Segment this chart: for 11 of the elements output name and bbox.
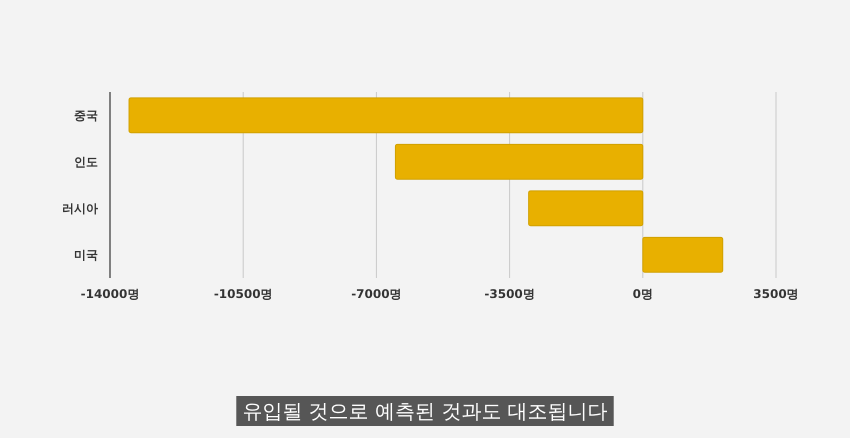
x-tick-label: -7000명 bbox=[351, 287, 402, 301]
y-tick-label: 중국 bbox=[74, 108, 98, 122]
text: 유입될 것으로 예측된 것과도 대조됩니다 bbox=[242, 399, 608, 423]
y-tick-label: 미국 bbox=[74, 248, 98, 262]
y-tick-label: 인도 bbox=[74, 154, 98, 169]
y-tick-label: 러시아 bbox=[62, 201, 98, 216]
x-tick-label: -14000명 bbox=[80, 287, 140, 301]
x-tick-label: 0명 bbox=[632, 287, 653, 301]
x-tick-label: -10500명 bbox=[214, 287, 273, 301]
x-tick-label: 3500명 bbox=[753, 287, 799, 301]
x-tick-label: -3500명 bbox=[484, 287, 535, 301]
